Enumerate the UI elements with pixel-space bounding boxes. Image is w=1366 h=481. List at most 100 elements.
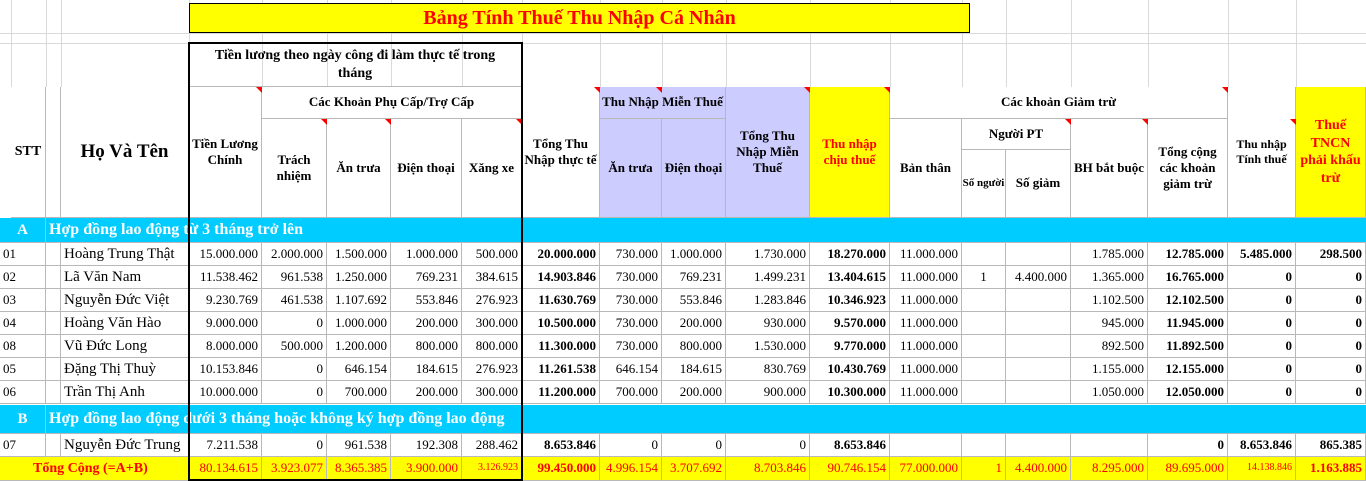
cell-value: 9.230.769 (189, 289, 262, 312)
cell-value: 8.000.000 (189, 335, 262, 358)
cell-value (1006, 381, 1071, 404)
header-total-deductions: Tổng cộng các khoản giảm trừ (1148, 119, 1228, 218)
cell-value (962, 335, 1006, 358)
cell-value: 200.000 (391, 312, 462, 335)
cell-value: 8.653.846 (810, 434, 890, 457)
cell-value: 10.500.000 (522, 312, 600, 335)
cell-value: 930.000 (726, 312, 810, 335)
total-value: 14.138.846 (1228, 457, 1296, 481)
header-dependents: Người PT (962, 119, 1071, 150)
cell-value: 11.000.000 (890, 266, 962, 289)
cell-value: 1.000.000 (391, 243, 462, 266)
cell-stt: 06 (0, 381, 46, 404)
cell-name: Trần Thị Anh (61, 381, 189, 404)
cell-value: 800.000 (462, 335, 522, 358)
header-lunch: Ăn trưa (327, 119, 391, 218)
cell-stt: 03 (0, 289, 46, 312)
header-total-income: Tổng Thu Nhập thực tế (522, 87, 600, 218)
cell-value (1071, 434, 1148, 457)
header-tax-payable: Thuế TNCN phải khấu trừ (1296, 87, 1366, 218)
cell-name: Lã Văn Nam (61, 266, 189, 289)
cell-value: 553.846 (391, 289, 462, 312)
cell-value: 1 (962, 266, 1006, 289)
cell-value: 11.000.000 (890, 358, 962, 381)
comment-indicator-icon (656, 87, 662, 93)
cell-value: 18.270.000 (810, 243, 890, 266)
header-stt: STT (11, 87, 46, 218)
cell-value: 0 (1296, 312, 1366, 335)
cell-value: 0 (1228, 358, 1296, 381)
cell-value: 0 (1296, 289, 1366, 312)
cell-value: 1.250.000 (327, 266, 391, 289)
cell-value: 20.000.000 (522, 243, 600, 266)
section-code: A (0, 218, 46, 243)
comment-indicator-icon (1142, 119, 1148, 125)
header-salary-group: Tiền lương theo ngày công đi làm thực tế… (189, 43, 522, 87)
cell-value: 0 (1148, 434, 1228, 457)
cell-stt: 05 (0, 358, 46, 381)
total-value: 1.163.885 (1296, 457, 1366, 481)
cell-value: 0 (1296, 358, 1366, 381)
cell-value: 961.538 (262, 266, 327, 289)
cell-value: 1.155.000 (1071, 358, 1148, 381)
total-value: 3.126.923 (462, 457, 522, 481)
cell-value: 1.730.000 (726, 243, 810, 266)
cell-value: 1.365.000 (1071, 266, 1148, 289)
cell-value: 1.530.000 (726, 335, 810, 358)
cell-value: 730.000 (600, 289, 662, 312)
header-deductions: Các khoản Giảm trừ (890, 87, 1228, 119)
cell-blank (46, 243, 61, 266)
cell-value: 800.000 (391, 335, 462, 358)
cell-value: 1.000.000 (662, 243, 726, 266)
cell-value: 13.404.615 (810, 266, 890, 289)
cell-value: 0 (1228, 312, 1296, 335)
cell-value: 730.000 (600, 243, 662, 266)
header-taxable-income: Thu nhập chịu thuế (810, 87, 890, 218)
cell-value: 461.538 (262, 289, 327, 312)
cell-name: Hoàng Trung Thật (61, 243, 189, 266)
cell-value (962, 289, 1006, 312)
cell-value: 276.923 (462, 289, 522, 312)
cell-value: 10.300.000 (810, 381, 890, 404)
header-responsibility: Trách nhiệm (262, 119, 327, 218)
cell-value: 11.538.462 (189, 266, 262, 289)
gridline (0, 33, 1366, 34)
header-insurance: BH bắt buộc (1071, 119, 1148, 218)
total-value: 80.134.615 (189, 457, 262, 481)
cell-value (890, 434, 962, 457)
cell-value: 7.211.538 (189, 434, 262, 457)
cell-value: 10.430.769 (810, 358, 890, 381)
cell-value: 200.000 (391, 381, 462, 404)
total-value: 8.365.385 (327, 457, 391, 481)
cell-value: 11.630.769 (522, 289, 600, 312)
cell-blank (46, 289, 61, 312)
cell-stt: 01 (0, 243, 46, 266)
cell-value (1006, 335, 1071, 358)
cell-value: 10.153.846 (189, 358, 262, 381)
total-value: 4.400.000 (1006, 457, 1071, 481)
cell-value: 11.945.000 (1148, 312, 1228, 335)
cell-value: 1.785.000 (1071, 243, 1148, 266)
comment-indicator-icon (594, 87, 600, 93)
cell-value: 1.500.000 (327, 243, 391, 266)
total-value: 3.900.000 (391, 457, 462, 481)
cell-value: 200.000 (662, 312, 726, 335)
cell-value: 900.000 (726, 381, 810, 404)
cell-value: 9.570.000 (810, 312, 890, 335)
cell-value: 9.000.000 (189, 312, 262, 335)
cell-value: 10.346.923 (810, 289, 890, 312)
cell-value: 945.000 (1071, 312, 1148, 335)
cell-value: 300.000 (462, 381, 522, 404)
cell-blank (46, 381, 61, 404)
section-label: Hợp đồng lao động từ 3 tháng trở lên (46, 218, 1366, 243)
cell-value (1006, 243, 1071, 266)
cell-value: 1.107.692 (327, 289, 391, 312)
total-value: 77.000.000 (890, 457, 962, 481)
header-base-salary: Tiền Lương Chính (189, 87, 262, 218)
header-assessable-income: Thu nhập Tính thuế (1228, 87, 1296, 218)
header-exempt-group: Thu Nhập Miễn Thuế (600, 87, 726, 119)
cell-name: Hoàng Văn Hào (61, 312, 189, 335)
header-phone: Điện thoại (391, 119, 462, 218)
cell-value: 1.200.000 (327, 335, 391, 358)
cell-value: 500.000 (462, 243, 522, 266)
